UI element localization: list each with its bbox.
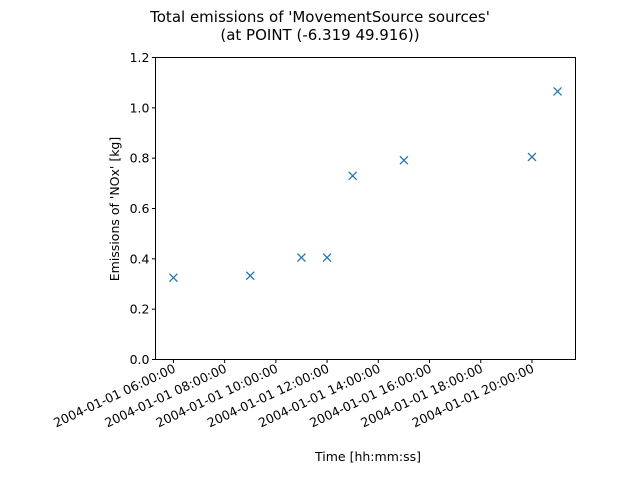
y-tick-label: 0.0 <box>130 352 150 367</box>
data-point <box>399 155 409 165</box>
data-point <box>297 253 306 263</box>
y-tick-label: 0.2 <box>130 302 150 317</box>
data-point <box>348 171 358 181</box>
scatter-markers <box>168 87 563 283</box>
data-point <box>245 271 255 281</box>
y-tick-label: 0.8 <box>130 151 150 166</box>
x-axis-label: Time [hh:mm:ss] <box>314 449 421 464</box>
y-tick-label: 0.6 <box>130 201 150 216</box>
y-axis-label: Emissions of 'NOx' [kg] <box>107 137 122 281</box>
data-point <box>322 253 332 263</box>
y-axis: 0.0 0.2 0.4 0.6 0.8 1.0 1.2 <box>130 50 156 367</box>
chart-subtitle: (at POINT (-6.319 49.916)) <box>220 26 419 44</box>
data-point <box>553 87 563 96</box>
data-point <box>168 273 178 283</box>
y-tick-label: 1.2 <box>130 50 150 65</box>
plot-frame <box>155 57 576 360</box>
y-tick-label: 1.0 <box>130 100 150 115</box>
data-point <box>527 152 537 162</box>
chart-title: Total emissions of 'MovementSource sourc… <box>149 8 490 26</box>
y-tick-label: 0.4 <box>130 251 150 266</box>
